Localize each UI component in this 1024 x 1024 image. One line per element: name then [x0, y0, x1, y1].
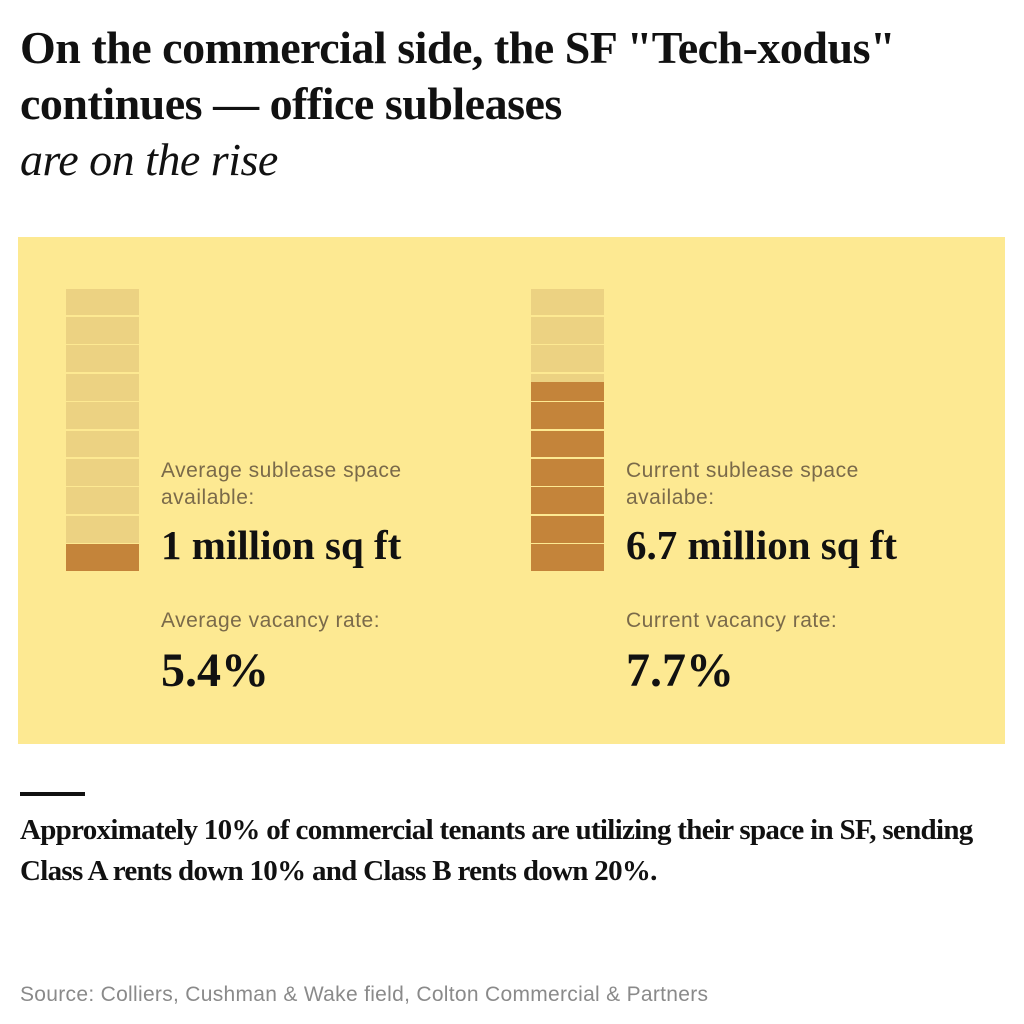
bar-segment [66, 317, 139, 344]
bar-segment-fill [531, 381, 604, 401]
bar-segment [66, 459, 139, 486]
bar-segment [66, 288, 139, 316]
bar-segment-fill [66, 544, 139, 571]
title-bold: On the commercial side, the SF "Tech-xod… [20, 22, 896, 129]
average-sublease-label: Average sublease space available: [161, 459, 402, 509]
bar-segment [66, 430, 139, 458]
current-vacancy-label: Current vacancy rate: [626, 609, 838, 632]
average-vacancy-value: 5.4% [161, 644, 269, 697]
bar-segment [531, 459, 604, 486]
bar-segment [531, 373, 604, 401]
bar-segment [531, 345, 604, 373]
current-sublease-value: 6.7 million sq ft [626, 522, 898, 568]
bar-segment [531, 317, 604, 344]
infographic-panel: Average sublease space available: 1 mill… [18, 237, 1005, 744]
bar-segment-fill [531, 459, 604, 486]
current-vacancy-value: 7.7% [626, 644, 734, 697]
chart-title: On the commercial side, the SF "Tech-xod… [20, 20, 1010, 188]
current-sublease-bar [531, 287, 604, 571]
current-sublease-label: Current sublease space availabe: [626, 459, 859, 509]
average-sublease-value: 1 million sq ft [161, 522, 402, 568]
divider-rule [20, 792, 85, 796]
bar-segment-fill [531, 515, 604, 543]
bar-segment [66, 373, 139, 401]
bar-segment [531, 402, 604, 429]
average-vacancy-label: Average vacancy rate: [161, 609, 381, 632]
average-sublease-bar [66, 287, 139, 571]
bar-segment [531, 288, 604, 316]
bar-segment-fill [531, 430, 604, 458]
bar-segment [66, 487, 139, 515]
bar-segment-fill [531, 487, 604, 515]
summary-note: Approximately 10% of commercial tenants … [20, 814, 973, 887]
bar-segment [66, 345, 139, 373]
source-credit: Source: Colliers, Cushman & Wake field, … [20, 983, 709, 1006]
bar-segment [66, 544, 139, 571]
bar-segment [66, 515, 139, 543]
bar-segment [531, 487, 604, 515]
bar-segment [531, 544, 604, 571]
bar-segment [66, 402, 139, 429]
bar-segment-fill [531, 544, 604, 571]
bar-segment-fill [531, 402, 604, 429]
bar-segment [531, 515, 604, 543]
title-italic: are on the rise [20, 134, 278, 185]
bar-segment [531, 430, 604, 458]
